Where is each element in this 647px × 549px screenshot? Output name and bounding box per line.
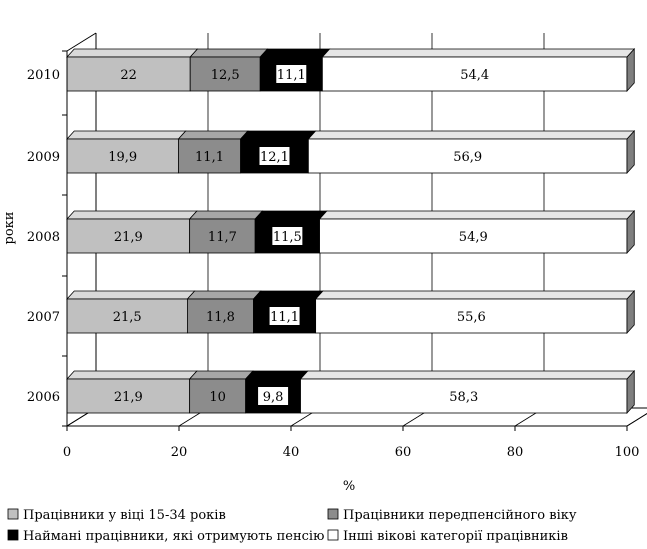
legend-label-1: Працівники передпенсійного віку [343, 508, 577, 523]
bar-top-2006-1 [188, 370, 254, 380]
data-label-2008-1: 11,7 [208, 230, 237, 245]
data-label-bg-2006-2 [258, 387, 289, 405]
data-label-bg-2008-2 [272, 227, 303, 245]
data-label-2006-3: 58,3 [449, 390, 478, 405]
bar-2007-3 [315, 298, 628, 334]
x-tick-label-60: 60 [395, 445, 412, 460]
bar-2006-1 [189, 378, 247, 414]
x-tick-label-40: 40 [283, 445, 300, 460]
bar-2008-0 [66, 218, 191, 254]
bar-top-2007-1 [186, 290, 262, 300]
bar-top-2006-3 [299, 370, 636, 380]
data-label-2010-2: 11,1 [277, 68, 306, 83]
bar-2010-0 [66, 56, 191, 92]
side-wall-top-edge [66, 32, 97, 52]
data-label-bg-2009-2 [259, 147, 290, 165]
data-label-bg-2010-2 [276, 65, 307, 83]
x-tick-label-0: 0 [63, 445, 71, 460]
bar-2010-3 [321, 56, 628, 92]
bar-top-2008-1 [188, 210, 264, 220]
bar-2008-1 [189, 218, 256, 254]
bar-top-2010-2 [259, 48, 331, 58]
bar-side-2008 [626, 209, 635, 255]
legend-swatch-1 [327, 508, 339, 520]
bar-2007-1 [186, 298, 254, 334]
bar-top-2007-0 [66, 290, 196, 300]
legend-label-3: Інші вікові категорії працівників [343, 529, 568, 544]
legend-swatch-2 [7, 529, 19, 541]
data-label-bg-2007-2 [269, 307, 300, 325]
y-tick-label-2006: 2006 [27, 390, 60, 405]
data-label-2009-3: 56,9 [453, 150, 482, 165]
bar-2006-0 [66, 378, 191, 414]
data-label-2009-0: 19,9 [108, 150, 137, 165]
data-label-2009-2: 12,1 [260, 150, 289, 165]
data-label-2006-1: 10 [209, 390, 226, 405]
y-tick-label-2009: 2009 [27, 150, 60, 165]
data-label-2010-0: 22 [120, 68, 137, 83]
data-label-2006-2: 9,8 [263, 390, 284, 405]
bar-side-2007 [626, 289, 635, 335]
legend-label-2: Наймані працівники, які отримують пенсію [23, 529, 324, 544]
bar-top-2009-1 [177, 130, 249, 140]
bar-top-2008-3 [318, 210, 636, 220]
bar-2009-0 [66, 138, 179, 174]
x-tick-label-20: 20 [171, 445, 188, 460]
bar-2009-2 [240, 138, 309, 174]
data-label-2007-1: 11,8 [206, 310, 235, 325]
x-tick-label-80: 80 [507, 445, 524, 460]
bar-top-2009-2 [239, 130, 317, 140]
bars-layer: 22 12,5 11,1 54,4 19,9 11,1 12,1 56,9 21,9 11,7 11… [66, 47, 636, 415]
data-label-2007-3: 55,6 [457, 310, 486, 325]
bar-top-2006-2 [244, 370, 309, 380]
bar-side-2006 [626, 369, 635, 415]
bar-2009-1 [178, 138, 242, 174]
bar-top-2007-2 [252, 290, 324, 300]
y-tick-label-2007: 2007 [27, 310, 60, 325]
data-label-2008-3: 54,9 [459, 230, 488, 245]
legend-swatch-3 [327, 529, 339, 541]
data-label-2007-0: 21,5 [113, 310, 142, 325]
floor-gridline-5 [626, 413, 647, 427]
bar-top-2007-3 [314, 290, 636, 300]
bar-2006-3 [300, 378, 628, 414]
bar-top-2010-1 [189, 48, 269, 58]
data-label-2008-0: 21,9 [114, 230, 143, 245]
y-tick-label-2010: 2010 [27, 68, 60, 83]
bar-top-2008-0 [66, 210, 198, 220]
bar-side-2010 [626, 47, 635, 93]
bar-2008-3 [319, 218, 628, 254]
data-label-2007-2: 11,1 [270, 310, 299, 325]
data-label-2008-2: 11,5 [273, 230, 302, 245]
x-axis-label: % [343, 479, 355, 494]
axes-layer: 2010 2009 2008 2007 2006 0 20 40 60 80 100 [27, 50, 640, 460]
bar-side-2009 [626, 129, 635, 175]
data-label-2006-0: 21,9 [114, 390, 143, 405]
legend: Працівники у віці 15-34 років Працівники … [7, 508, 577, 544]
data-label-2009-1: 11,1 [195, 150, 224, 165]
bar-top-2009-0 [66, 130, 187, 140]
data-label-2010-1: 12,5 [211, 68, 240, 83]
bar-top-2010-3 [321, 48, 636, 58]
data-label-2010-3: 54,4 [460, 68, 489, 83]
bar-top-2009-3 [307, 130, 636, 140]
bar-top-2010-0 [66, 48, 199, 58]
bar-top-2008-2 [254, 210, 328, 220]
x-tick-label-100: 100 [615, 445, 640, 460]
legend-label-0: Працівники у віці 15-34 років [23, 508, 226, 523]
y-axis-label: роки [2, 212, 17, 245]
bar-2007-0 [66, 298, 188, 334]
bar-2010-1 [189, 56, 261, 92]
legend-swatch-0 [7, 508, 19, 520]
bar-top-2006-0 [66, 370, 198, 380]
y-tick-label-2008: 2008 [27, 230, 60, 245]
